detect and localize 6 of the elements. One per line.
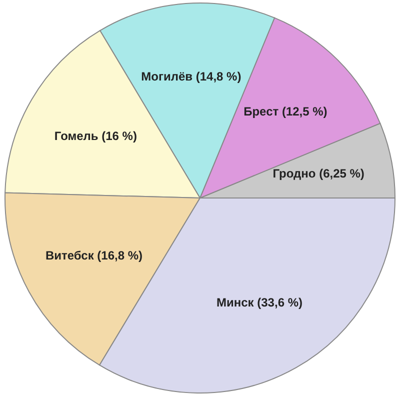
slice-label: Гомель (16 %) <box>54 129 137 144</box>
slice-label: Минск (33,6 %) <box>216 295 303 310</box>
slice-label: Гродно (6,25 %) <box>272 166 364 181</box>
slice-label: Брест (12,5 %) <box>244 104 328 119</box>
slice-label: Могилёв (14,8 %) <box>141 70 242 84</box>
slice-label: Витебск (16,8 %) <box>45 248 143 262</box>
